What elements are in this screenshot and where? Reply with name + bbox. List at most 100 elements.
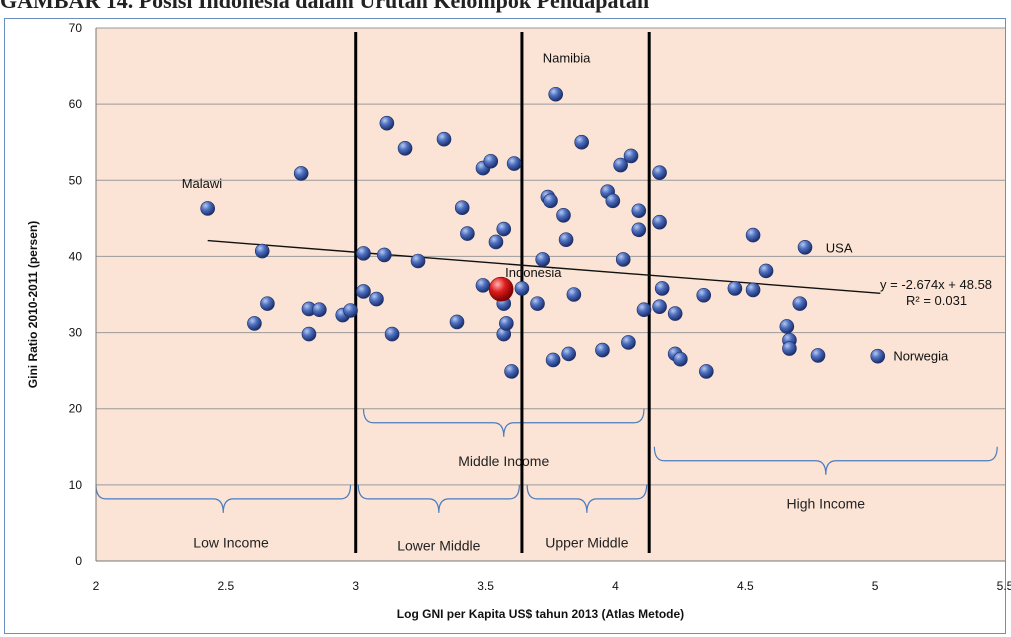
- data-point: [779, 319, 795, 334]
- annotation-label: Malawi: [182, 176, 223, 191]
- x-axis-label: Log GNI per Kapita US$ tahun 2013 (Atlas…: [397, 607, 684, 621]
- data-point: [454, 200, 470, 215]
- y-tick-label: 50: [69, 173, 83, 187]
- x-tick-label: 3: [352, 579, 359, 593]
- data-point: [548, 86, 563, 102]
- y-tick-label: 0: [75, 554, 82, 568]
- data-point: [654, 281, 670, 296]
- data-point: [496, 221, 512, 237]
- data-point: [384, 326, 400, 342]
- data-point: [410, 253, 426, 269]
- x-tick-label: 4.5: [737, 579, 754, 593]
- data-point: [499, 316, 514, 331]
- data-point: [556, 208, 571, 223]
- data-point: [652, 165, 667, 180]
- data-point: [615, 252, 631, 267]
- y-tick-label: 40: [69, 249, 83, 263]
- data-point: [605, 193, 621, 209]
- grid-lines: [96, 27, 1005, 486]
- x-tick-label: 5.5: [997, 579, 1011, 593]
- data-point: [543, 193, 558, 209]
- data-point: [561, 346, 576, 362]
- income-group-label: Upper Middle: [545, 534, 628, 550]
- trendline-equation: y = -2.674x + 48.58: [880, 277, 992, 292]
- annotation-label: Indonesia: [505, 265, 562, 280]
- data-point: [460, 226, 475, 241]
- income-group-label: High Income: [787, 495, 866, 511]
- data-point: [636, 302, 652, 318]
- income-group-label: Lower Middle: [397, 537, 480, 553]
- data-point: [870, 348, 886, 364]
- income-group-brackets: Low Income Lower Middle Upper Middle Middle…: [95, 408, 998, 553]
- page-title: GAMBAR 14. Posisi Indonesia dalam Urutan…: [0, 0, 650, 13]
- y-tick-label: 10: [69, 478, 83, 492]
- x-tick-label: 5: [872, 579, 879, 593]
- data-point: [745, 282, 761, 298]
- data-point: [356, 284, 371, 299]
- data-point: [397, 141, 413, 156]
- data-point: [506, 156, 522, 171]
- income-group-label: Middle Income: [458, 453, 549, 469]
- x-tick-label: 2: [93, 579, 100, 593]
- data-point: [667, 306, 683, 321]
- plot-area: [96, 28, 1005, 561]
- data-point: [797, 239, 813, 255]
- data-point: [696, 287, 712, 303]
- data-point: [369, 291, 384, 307]
- data-point: [792, 296, 808, 311]
- x-tick-label: 3.5: [477, 579, 494, 593]
- data-points: [200, 86, 886, 379]
- data-point: [631, 203, 647, 219]
- data-point: [558, 232, 574, 247]
- data-point: [449, 314, 465, 330]
- data-point: [260, 296, 275, 311]
- data-point: [200, 201, 215, 216]
- data-point: [436, 131, 452, 147]
- data-point: [545, 352, 561, 368]
- y-tick-label: 60: [69, 97, 83, 111]
- income-bracket: [357, 484, 520, 513]
- data-point: [782, 341, 797, 356]
- data-point: [727, 281, 743, 296]
- x-tick-label: 4: [612, 579, 619, 593]
- income-group-label: Low Income: [193, 534, 269, 550]
- data-point: [566, 287, 582, 302]
- data-point: [699, 364, 714, 379]
- data-point: [247, 316, 262, 331]
- annotation-labels: Indonesia Malawi Namibia USA Norwegia: [182, 50, 949, 363]
- y-tick-label: 30: [69, 326, 83, 340]
- trendline-r2: R² = 0.031: [906, 293, 967, 308]
- data-point: [343, 303, 358, 318]
- income-bracket: [95, 484, 352, 513]
- x-tick-label: 2.5: [218, 579, 235, 593]
- y-axis-label: Gini Ratio 2010-2011 (persen): [26, 221, 40, 388]
- data-point: [504, 364, 519, 379]
- data-point: [810, 348, 826, 363]
- data-point: [621, 335, 636, 350]
- data-point: [631, 222, 647, 238]
- data-point: [376, 247, 392, 263]
- income-bracket: [362, 408, 645, 437]
- data-point: [514, 281, 530, 296]
- data-point: [673, 351, 688, 367]
- data-point: [254, 243, 270, 259]
- income-bracket: [526, 484, 648, 513]
- data-point-highlight: [488, 276, 514, 302]
- data-point: [623, 148, 639, 164]
- data-point: [483, 153, 499, 169]
- annotation-label: Norwegia: [893, 349, 949, 364]
- data-point: [758, 263, 774, 279]
- axes: 0 10 20 30 40 50 60 70 2 2.5 3 3.5 4 4.5 5 5.5 Log GNI p…: [26, 21, 1011, 621]
- data-point: [530, 296, 545, 311]
- data-point: [535, 252, 551, 267]
- data-point: [652, 214, 667, 230]
- data-point: [301, 326, 317, 342]
- data-point: [356, 246, 371, 261]
- trendline: [207, 239, 881, 295]
- data-point: [312, 302, 327, 318]
- data-point: [574, 134, 589, 150]
- data-point: [379, 115, 395, 131]
- data-point: [488, 234, 504, 250]
